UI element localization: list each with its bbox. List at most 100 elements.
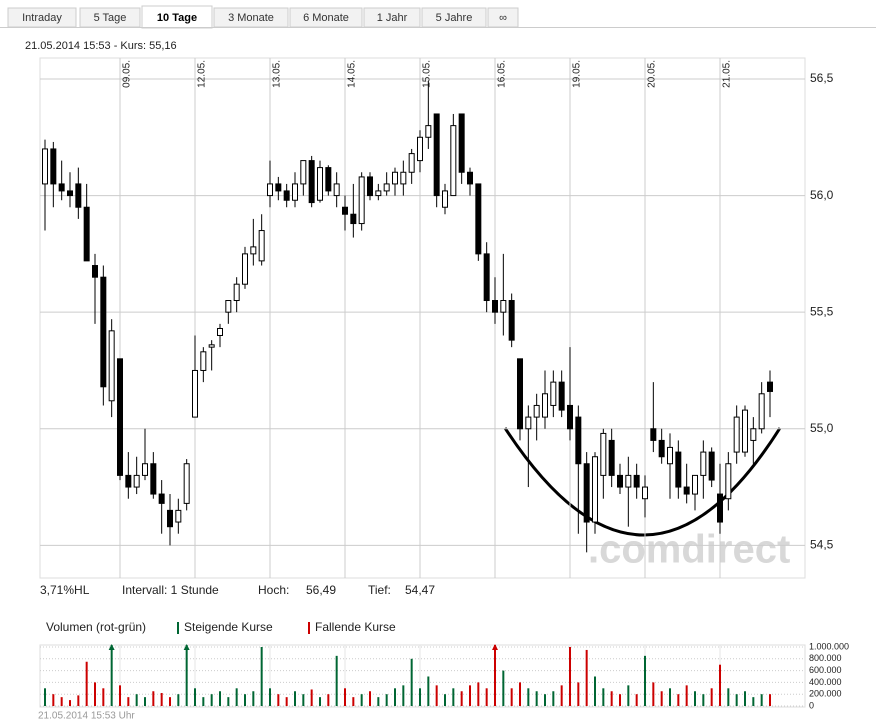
candle-body [308,160,315,204]
candle-body [558,381,565,411]
x-tick-label: 13.05. [272,60,283,88]
candle-body [508,300,515,341]
candle-body [533,404,540,418]
candle-body [333,183,340,197]
candle-body [242,253,248,285]
tab-label: 1 Jahr [377,12,408,24]
y-tick-label: 800.000 [809,653,842,663]
volume-bar [319,697,321,706]
volume-bar [302,694,305,706]
tab-label: Intraday [22,12,62,24]
volume-footer: 21.05.2014 15:53 Uhr [38,711,135,722]
candle-body [450,125,457,197]
volume-bar [644,655,646,706]
candle-body [742,409,748,453]
tab-label: 5 Jahre [436,12,473,24]
stat-range: 3,71%HL [40,583,90,597]
rounding-bottom-annotation [503,427,782,537]
candle-body [650,428,657,441]
volume-bar [160,693,163,706]
volume-bar [552,691,555,706]
y-tick-label: 400.000 [809,677,842,687]
candle-body [292,183,298,201]
volume-bar [544,694,546,706]
volume-bar [102,688,105,706]
volume-bar [110,645,113,706]
volume-bar [69,700,71,706]
volume-bar [335,655,338,706]
volume-bar [235,688,238,706]
candle-body [733,416,740,453]
volume-bar [244,694,246,706]
volume-bar [744,691,746,706]
candle-body [58,183,65,192]
candle-body [75,183,82,208]
volume-bar [169,697,171,706]
candle-body [150,463,157,495]
candle-body [383,183,390,192]
stat-high: 56,49 [306,583,336,597]
volume-bar [252,691,255,706]
volume-area [39,644,806,708]
volume-bar [685,685,688,706]
candle-body [725,463,732,500]
legend-label: Steigende Kurse [184,620,273,634]
x-tick-label: 19.05. [572,60,583,88]
tab[interactable]: Intraday [7,7,77,28]
y-tick-label: 56,0 [810,188,834,202]
candle-body [550,381,557,406]
volume-bar [277,694,280,706]
volume-bar [677,694,680,706]
candle-body [42,148,48,185]
candle-body [717,493,723,523]
candle-body [408,153,415,173]
x-tick-label: 09.05. [122,60,133,88]
chart-header: 21.05.2014 15:53 - Kurs: 55,16 [25,40,177,52]
volume-bar [135,694,138,706]
candle-body [300,160,307,185]
volume-bar [285,697,288,706]
volume-bar [760,694,763,706]
y-tick-label: 55,0 [810,421,834,435]
candle-body [608,439,615,476]
tab[interactable]: 5 Tage [79,7,141,28]
candle-body [142,463,148,476]
tab[interactable]: 1 Jahr [363,7,421,28]
volume-bar [469,685,471,706]
volume-bar [344,688,346,706]
volume-bar [435,685,438,706]
stat-interval: Intervall: 1 Stunde [122,583,219,597]
candle-body [467,171,473,185]
candle-body [267,183,273,197]
y-tick-label: 54,5 [810,538,834,552]
stat-low-label: Tief: [368,583,391,597]
volume-bar [669,688,671,706]
candle-body [367,176,373,197]
candle-body [208,344,215,348]
tab[interactable]: 5 Jahre [421,7,487,28]
candle-body [658,439,665,458]
volume-bar [527,688,530,706]
plot-area [39,57,806,579]
volume-bar [427,676,430,706]
volume-bar [560,685,563,706]
candle-body [342,206,348,215]
tab-label: 6 Monate [303,12,349,24]
volume-bar [194,688,196,706]
volume-bar [652,682,655,706]
y-tick-label: 200.000 [809,689,842,699]
tab[interactable]: 6 Monate [289,7,363,28]
candle-body [167,509,173,528]
legend-label: Fallende Kurse [315,620,396,634]
candle-body [692,474,698,495]
tab[interactable]: 10 Tage [141,5,213,29]
x-tick-label: 15.05. [422,60,433,88]
candle-body [200,351,207,371]
candle-body [125,474,132,488]
tab[interactable]: 3 Monate [213,7,289,28]
volume-bar [569,647,571,706]
tab[interactable]: ∞ [487,7,519,28]
y-tick-label: 55,5 [810,304,834,318]
volume-bar [719,664,721,706]
